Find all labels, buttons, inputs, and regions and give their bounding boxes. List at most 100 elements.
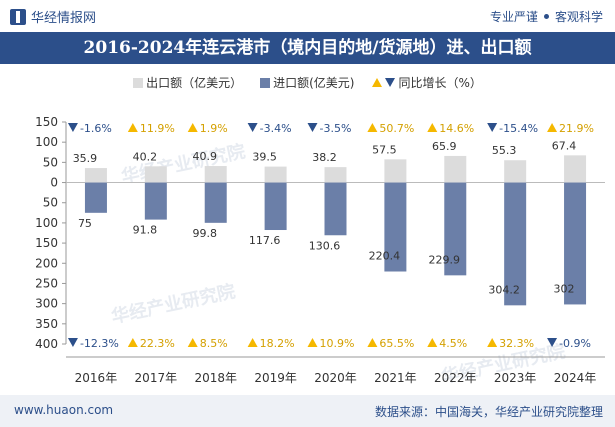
import-value-label: 304.2 [488,283,520,296]
export-bar [444,155,467,183]
brand-logo-icon [10,8,26,25]
import-growth-label: 32.3% [499,337,534,350]
triangle-up-icon [372,78,383,87]
growth-up-triangle [187,123,198,132]
import-value-label: 91.8 [133,224,158,237]
y-tick-label: 400 [35,337,58,351]
x-tick-label: 2020年 [314,371,357,385]
tag-professional: 专业严谨 [489,10,538,24]
footer-source: 数据来源：中国海关，华经产业研究院整理 [374,405,603,419]
import-bar [384,182,407,272]
y-tick-label: 100 [35,216,58,230]
separator-dot-icon [543,14,549,19]
y-tick-label: 150 [35,236,58,250]
import-bar [324,182,347,236]
export-bar [264,166,287,183]
x-tick-label: 2019年 [254,371,297,385]
y-tick-label: 0 [50,176,58,190]
x-tick-label: 2018年 [194,371,237,385]
import-growth-label: -12.3% [80,337,119,350]
footer-website[interactable]: www.huaon.com [14,403,114,417]
import-growth-label: 65.5% [379,337,414,350]
export-bar [204,166,227,183]
import-bar [504,182,527,306]
growth-down-triangle [67,123,78,132]
export-growth-label: -15.4% [499,122,538,135]
import-growth-label: 4.5% [439,337,467,350]
import-growth-label: 18.2% [260,337,295,350]
legend-import-swatch [260,77,271,88]
export-bar [564,155,587,183]
export-value-label: 67.4 [552,139,577,152]
x-tick-label: 2022年 [434,371,477,385]
export-bar [324,167,347,183]
export-value-label: 35.9 [73,152,98,165]
top-bar: 华经情报网 专业严谨 客观科学 [0,0,615,32]
chart-area: 150 100 50 0 50 100 150 200 250 300 350 400 35.9 75 -1… [35,115,605,385]
export-value-label: 39.5 [252,151,277,164]
x-tick-label: 2024年 [554,371,597,385]
export-bar [144,166,167,183]
import-value-label: 130.6 [309,239,341,252]
legend-export-label: 出口额（亿美元） [146,76,243,90]
y-tick-label: 350 [35,317,58,331]
export-growth-label: -3.5% [320,122,352,135]
growth-up-triangle [427,338,438,347]
legend-growth: 同比增长（%） [372,74,482,91]
y-tick-label: 250 [35,276,58,290]
y-tick-label: 100 [35,135,58,149]
export-value-label: 38.2 [312,151,337,164]
legend-growth-label: 同比增长（%） [398,76,482,90]
y-tick-label: 50 [43,196,58,210]
import-growth-label: 8.5% [200,337,228,350]
growth-up-triangle [547,123,558,132]
import-growth-label: 22.3% [140,337,175,350]
export-value-label: 40.2 [133,150,158,163]
x-tick-label: 2021年 [374,371,417,385]
growth-down-triangle [67,338,78,347]
growth-up-triangle [247,338,258,347]
y-tick-label: 50 [43,155,58,169]
export-growth-label: 14.6% [439,122,474,135]
export-bar [384,159,407,183]
chart-legend: 出口额（亿美元） 进口额(亿美元) 同比增长（%） [0,74,615,91]
legend-export-swatch [133,77,144,88]
footer: www.huaon.com 数据来源：中国海关，华经产业研究院整理 [0,395,615,427]
import-bar [144,182,167,220]
brand: 华经情报网 [10,7,96,26]
import-growth-label: 10.9% [320,337,355,350]
export-growth-label: 21.9% [559,122,594,135]
import-growth-label: -0.9% [559,337,591,350]
legend-import-label: 进口额(亿美元) [273,76,355,90]
chart-title: 2016-2024年连云港市（境内目的地/货源地）进、出口额 [0,32,615,64]
y-tick-label: 150 [35,115,58,129]
growth-up-triangle [187,338,198,347]
import-value-label: 229.9 [429,253,461,266]
brand-name: 华经情报网 [31,11,97,26]
y-tick-label: 200 [35,256,58,270]
export-value-label: 57.5 [372,143,397,156]
y-tick-label: 300 [35,297,58,311]
growth-up-triangle [307,338,318,347]
import-value-label: 75 [78,217,92,230]
growth-up-triangle [127,338,138,347]
export-value-label: 40.9 [192,150,217,163]
growth-up-triangle [427,123,438,132]
import-bar [444,182,467,276]
import-value-label: 302 [554,282,575,295]
x-tick-label: 2017年 [135,371,178,385]
growth-up-triangle [127,123,138,132]
import-value-label: 117.6 [249,234,281,247]
growth-down-triangle [487,123,498,132]
triangle-down-icon [385,78,396,87]
growth-up-triangle [487,338,498,347]
export-value-label: 55.3 [492,144,517,157]
x-tick-label: 2016年 [75,371,118,385]
export-growth-label: 11.9% [140,122,175,135]
import-bar [84,182,107,213]
import-value-label: 220.4 [369,250,401,263]
export-growth-label: -1.6% [80,122,112,135]
tag-objective: 客观科学 [554,10,603,24]
import-bar [204,182,227,223]
growth-down-triangle [247,123,258,132]
